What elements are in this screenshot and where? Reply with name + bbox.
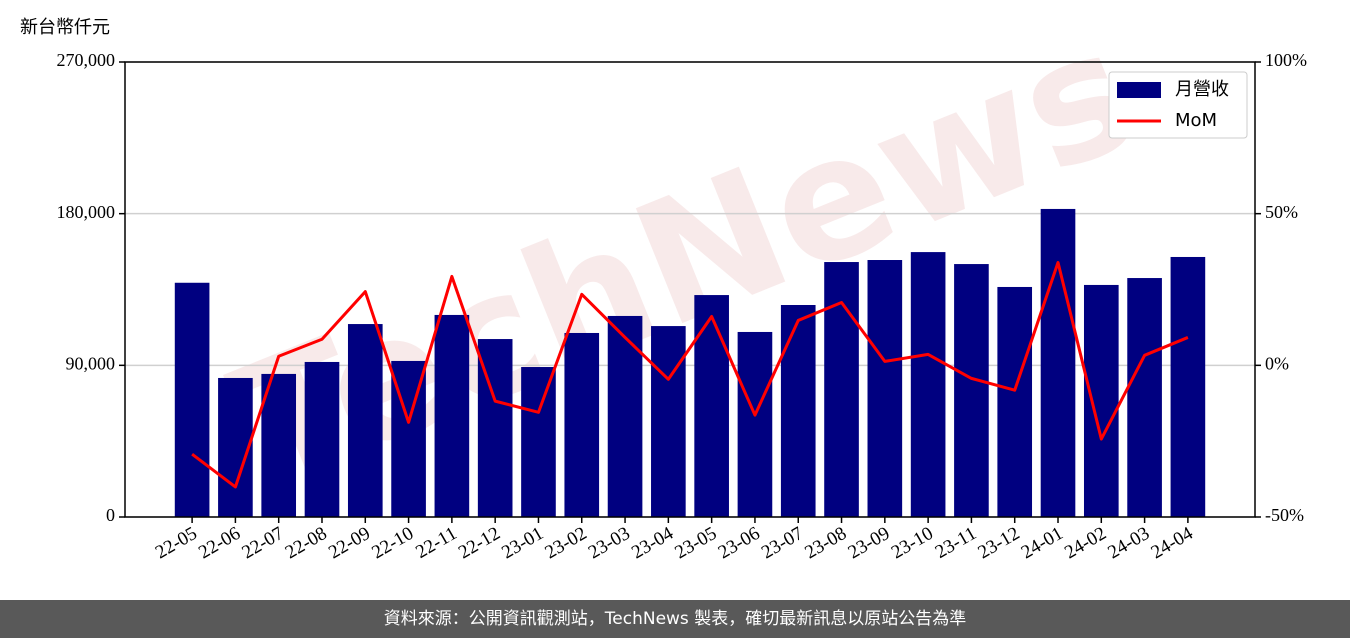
bar (737, 331, 773, 517)
bar (521, 367, 556, 517)
bar (997, 286, 1033, 517)
bar (174, 282, 210, 517)
bar (434, 314, 470, 517)
y2-tick-label: 100% (1265, 50, 1307, 70)
bar (347, 324, 383, 517)
bar (261, 373, 297, 517)
bar (824, 262, 859, 517)
bar (564, 332, 600, 517)
bar (651, 326, 686, 517)
bar (1127, 278, 1162, 517)
y2-tick-label: -50% (1265, 505, 1304, 525)
footer-band (0, 600, 1350, 638)
bar (607, 315, 643, 517)
y2-tick-label: 0% (1265, 353, 1289, 373)
bar (780, 305, 816, 517)
bar (1083, 284, 1119, 517)
bar (1040, 208, 1076, 517)
bar (867, 260, 903, 517)
legend-swatch (1117, 82, 1161, 98)
y-tick-label: 90,000 (66, 353, 116, 373)
legend-label: 月營收 (1175, 79, 1229, 100)
y-tick-label: 270,000 (57, 50, 116, 70)
y2-tick-label: 50% (1265, 202, 1298, 222)
y-axis-label: 新台幣仟元 (20, 17, 110, 38)
y-tick-label: 180,000 (57, 202, 116, 222)
bar (694, 295, 729, 517)
footer: 資料來源：公開資訊觀測站，TechNews 製表，確切最新訊息以原站公告為準 (384, 609, 966, 629)
y-tick-label: 0 (106, 505, 115, 525)
bar (1170, 256, 1206, 517)
plot-frame (124, 61, 1256, 518)
line (191, 261, 1189, 489)
bar (954, 264, 989, 517)
bar (910, 252, 946, 518)
bar (304, 361, 340, 517)
legend-label: MoM (1175, 110, 1217, 131)
